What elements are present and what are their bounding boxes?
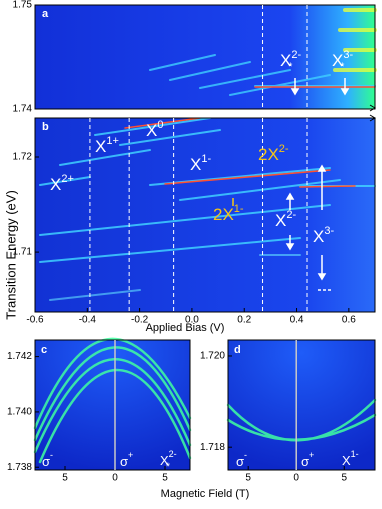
y-tick-label: 1.742	[7, 351, 32, 362]
annotation-superscript: 0	[157, 119, 163, 131]
annotation-superscript: 2+	[61, 173, 74, 185]
annotation-text: X	[280, 51, 291, 70]
x-axis-label: Applied Bias (V)	[146, 322, 225, 334]
annotation-text: X	[50, 175, 61, 194]
panel-label: c	[41, 344, 47, 356]
annotation-superscript: 1-	[201, 153, 211, 165]
annotation: σ-	[42, 450, 53, 469]
annotation: X3-	[313, 225, 334, 247]
annotation: X2-	[275, 209, 296, 231]
y-tick-label: 1.71	[13, 247, 33, 258]
annotation-text: σ	[301, 454, 309, 469]
annotation-text: X	[146, 121, 157, 140]
annotation: σ-	[236, 450, 247, 469]
annotation-text: X	[190, 155, 201, 174]
y-tick-label: 1.72	[13, 152, 33, 163]
annotation-superscript: 1-	[234, 203, 244, 215]
annotation-text: X	[275, 211, 286, 230]
annotation-superscript: -	[50, 450, 53, 460]
annotation: X1-	[190, 153, 211, 175]
annotation-text: σ	[42, 454, 50, 469]
annotation-text: 2X	[213, 205, 234, 224]
annotation-text: X	[313, 227, 324, 246]
y-tick-label: 1.718	[200, 442, 225, 453]
annotation-subscript: *	[166, 461, 171, 473]
y-axis-label: Transition Energy (eV)	[3, 190, 18, 320]
annotation: σ+	[120, 450, 133, 469]
x-tick-label: 0.4	[290, 315, 304, 326]
annotation: X1+	[95, 135, 119, 157]
x-tick-label: 0.6	[342, 315, 356, 326]
panel-label: d	[234, 344, 241, 356]
x-tick-label: -0.6	[26, 315, 44, 326]
annotation: X3-*	[332, 49, 353, 73]
y-tick-label: 1.720	[200, 351, 225, 362]
x-axis-label: Magnetic Field (T)	[161, 488, 250, 500]
annotation: X2+	[50, 173, 74, 195]
panel-label: b	[42, 121, 49, 133]
annotation-superscript: 3-	[343, 49, 353, 61]
y-tick-label: 1.75	[13, 0, 33, 11]
annotation-superscript: +	[128, 450, 133, 460]
y-tick-label: 1.740	[7, 407, 32, 418]
x-tick-label: 0.0	[185, 315, 199, 326]
annotation-superscript: +	[309, 450, 314, 460]
annotation-text: X	[332, 51, 343, 70]
x-tick-label: 5	[162, 473, 168, 484]
annotation-superscript: 3-	[324, 225, 334, 237]
y-tick-label: 1.74	[13, 104, 33, 115]
annotation-text: σ	[236, 454, 244, 469]
annotation-text: σ	[120, 454, 128, 469]
panel-label: a	[42, 8, 49, 20]
y-tick-label: 1.738	[7, 462, 32, 473]
annotation: σ+	[301, 450, 314, 469]
x-tick-label: 5	[245, 473, 251, 484]
x-tick-label: -0.4	[79, 315, 97, 326]
x-tick-label: 0	[293, 473, 299, 484]
x-tick-label: 5	[341, 473, 347, 484]
annotation: X1-	[342, 449, 359, 468]
annotation: X2- *	[160, 449, 177, 473]
annotation-superscript: 2-	[169, 449, 177, 459]
annotation: X0	[146, 119, 163, 141]
annotation-text: X	[160, 453, 169, 468]
frames	[34, 4, 376, 471]
x-tick-label: -0.2	[131, 315, 149, 326]
annotation: 2X2-	[258, 143, 289, 165]
annotation-text: 2X	[258, 145, 279, 164]
annotation-superscript: -	[244, 450, 247, 460]
annotation-subscript: *	[340, 61, 345, 73]
annotation-superscript: 2-	[286, 209, 296, 221]
annotation-subscript: *	[288, 61, 293, 73]
annotation: 2X1-	[213, 203, 244, 225]
annotation-superscript: 1-	[351, 449, 359, 459]
annotation-superscript: 2-	[279, 143, 289, 155]
annotation-superscript: 2-	[291, 49, 301, 61]
x-tick-label: 0	[112, 473, 118, 484]
annotation: X2-*	[280, 49, 301, 73]
annotation-text: X	[95, 137, 106, 156]
x-tick-label: 0.2	[237, 315, 251, 326]
annotation-superscript: 1+	[106, 135, 119, 147]
annotation-text: X	[342, 453, 351, 468]
heatmap-background	[30, 5, 382, 470]
x-tick-label: 5	[62, 473, 68, 484]
